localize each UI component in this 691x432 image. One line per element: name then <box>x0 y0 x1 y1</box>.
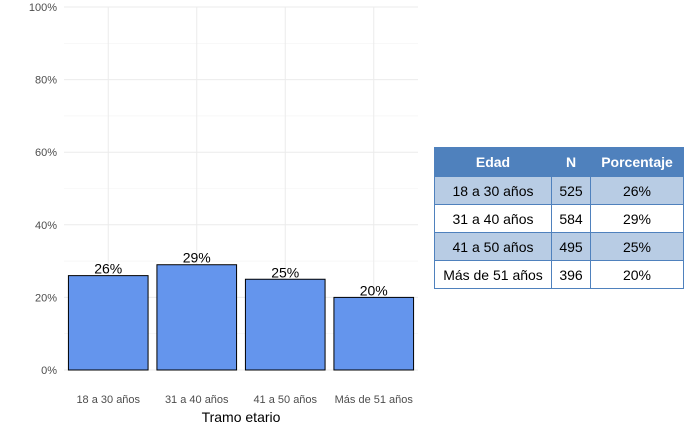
x-tick-label: 18 a 30 años <box>76 394 140 406</box>
bars <box>67 264 415 371</box>
table-cell-n: 396 <box>551 260 591 289</box>
x-tick-label: 31 a 40 años <box>165 394 229 406</box>
table-cell-edad: 41 a 50 años <box>434 232 552 261</box>
table-header-row: Edad N Porcentaje <box>434 147 684 177</box>
data-labels: 26% 29% 25% 20% <box>94 250 388 299</box>
table-cell-edad: 18 a 30 años <box>434 176 552 205</box>
x-tick-label: 41 a 50 años <box>253 394 317 406</box>
summary-table: Edad N Porcentaje 18 a 30 años 525 26% 3… <box>434 147 684 289</box>
y-tick-label: 100% <box>29 2 57 14</box>
data-label: 25% <box>271 264 299 280</box>
bar <box>67 275 149 371</box>
table-cell-porcentaje: 29% <box>590 204 684 233</box>
table-cell-n: 525 <box>551 176 591 205</box>
table-row: 41 a 50 años 495 25% <box>434 232 684 261</box>
bar <box>156 264 238 371</box>
table-cell-porcentaje: 25% <box>590 232 684 261</box>
table-cell-edad: Más de 51 años <box>434 260 552 289</box>
table-row: Más de 51 años 396 20% <box>434 260 684 289</box>
bar-chart: 0% 20% 40% 60% 80% 100% 26% 29% 25% 20% 18 a 30 … <box>29 2 418 425</box>
y-tick-label: 0% <box>41 365 57 377</box>
table-row: 18 a 30 años 525 26% <box>434 176 684 205</box>
x-tick-label: Más de 51 años <box>335 394 414 406</box>
table-header-n: N <box>551 147 591 177</box>
table-cell-n: 584 <box>551 204 591 233</box>
table-row: 31 a 40 años 584 29% <box>434 204 684 233</box>
data-label: 26% <box>94 261 122 277</box>
y-tick-label: 60% <box>35 147 57 159</box>
x-axis-ticks: 18 a 30 años 31 a 40 años 41 a 50 años Más … <box>76 394 413 406</box>
y-tick-label: 80% <box>35 75 57 87</box>
table-cell-n: 495 <box>551 232 591 261</box>
table-cell-porcentaje: 20% <box>590 260 684 289</box>
table-cell-porcentaje: 26% <box>590 176 684 205</box>
y-tick-label: 40% <box>35 220 57 232</box>
table-header-edad: Edad <box>434 147 552 177</box>
bar <box>333 296 415 371</box>
data-label: 29% <box>183 250 211 266</box>
x-axis-label: Tramo etario <box>202 409 281 425</box>
table-header-porcentaje: Porcentaje <box>590 147 684 177</box>
y-tick-label: 20% <box>35 292 57 304</box>
bar <box>244 278 326 371</box>
y-axis-ticks: 0% 20% 40% 60% 80% 100% <box>29 2 57 377</box>
data-label: 20% <box>360 282 388 298</box>
table-cell-edad: 31 a 40 años <box>434 204 552 233</box>
